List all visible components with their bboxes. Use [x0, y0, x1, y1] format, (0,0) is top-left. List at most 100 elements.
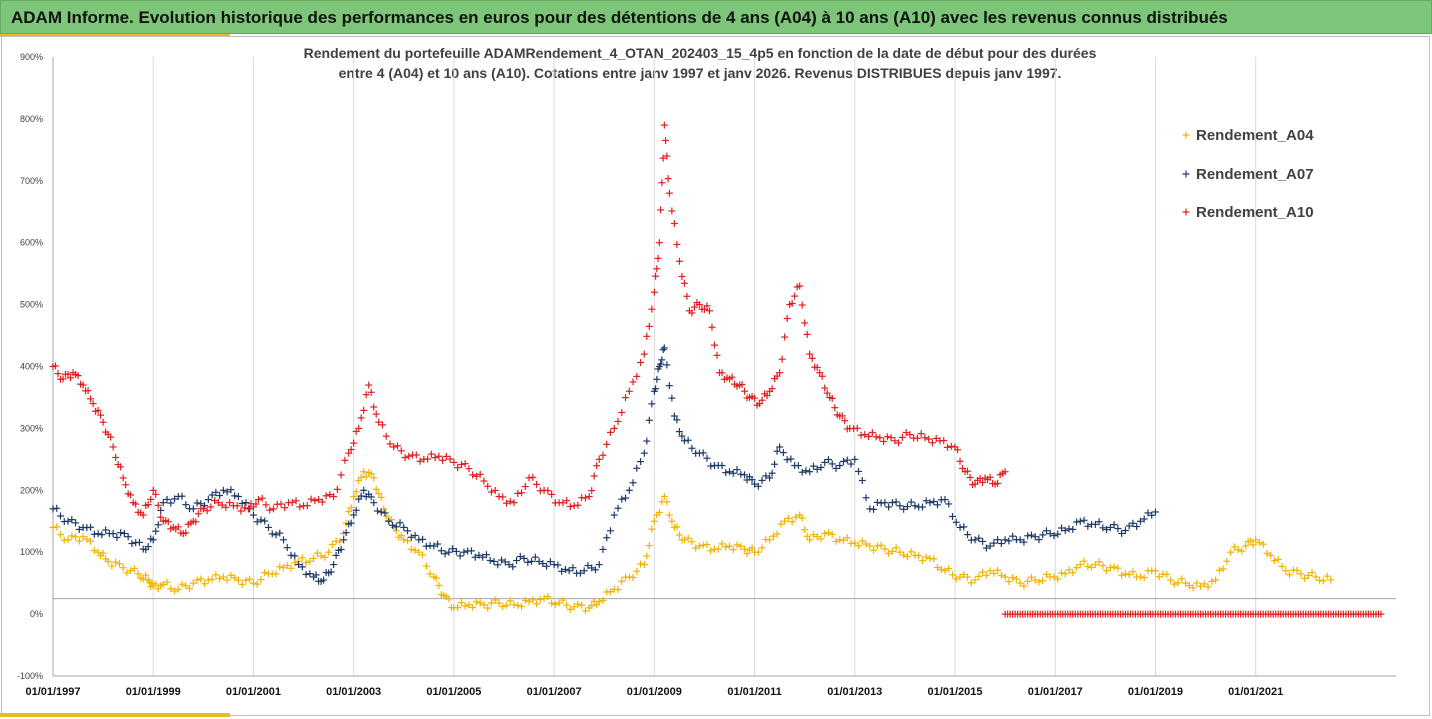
data-point	[370, 403, 378, 411]
data-point	[855, 467, 863, 475]
data-point	[1193, 579, 1201, 587]
data-point	[1005, 537, 1013, 545]
data-point	[1080, 557, 1088, 565]
data-point	[637, 560, 645, 568]
data-point	[663, 361, 671, 369]
data-point	[152, 580, 160, 588]
data-point	[197, 575, 205, 583]
data-point	[1031, 533, 1039, 541]
data-point	[1050, 532, 1058, 540]
data-point	[540, 595, 548, 603]
data-point	[430, 542, 438, 550]
data-point	[280, 536, 288, 544]
data-point	[1024, 577, 1032, 585]
data-point	[640, 449, 648, 457]
data-point	[257, 576, 265, 584]
data-point	[960, 571, 968, 579]
data-point	[1223, 557, 1231, 565]
data-point	[514, 489, 522, 497]
data-point	[1042, 527, 1050, 535]
data-point	[524, 558, 532, 566]
data-point	[885, 549, 893, 557]
data-point	[813, 465, 821, 473]
data-point	[487, 599, 495, 607]
data-point	[163, 578, 171, 586]
data-point	[325, 548, 333, 556]
data-point	[377, 508, 385, 516]
data-point	[648, 525, 656, 533]
data-point	[1039, 531, 1047, 539]
data-point	[333, 485, 341, 493]
data-point	[622, 494, 630, 502]
data-point	[201, 502, 209, 510]
data-point	[660, 121, 668, 129]
series-1	[49, 468, 1335, 615]
data-point	[127, 567, 135, 575]
data-point	[87, 537, 95, 545]
data-point	[238, 499, 246, 507]
data-point	[1219, 565, 1227, 573]
data-point	[427, 450, 435, 458]
data-point	[979, 537, 987, 545]
data-point	[59, 375, 67, 383]
data-point	[563, 497, 571, 505]
data-point	[130, 565, 138, 573]
data-point	[99, 418, 107, 426]
data-point	[182, 582, 190, 590]
data-point	[445, 548, 453, 556]
x-tick-label: 01/01/2007	[527, 686, 582, 698]
data-point	[1103, 567, 1111, 575]
data-point	[362, 473, 370, 481]
data-point	[518, 603, 526, 611]
data-point	[876, 434, 884, 442]
data-point	[287, 551, 295, 559]
data-point	[659, 154, 667, 162]
data-point	[1118, 571, 1126, 579]
data-point	[1121, 527, 1129, 535]
data-point	[662, 136, 670, 144]
data-point	[327, 568, 335, 576]
data-point	[57, 531, 65, 539]
data-point	[345, 449, 353, 457]
x-tick-label: 01/01/2015	[927, 686, 982, 698]
data-point	[529, 473, 537, 481]
legend-entry: Rendement_A07	[1182, 166, 1314, 183]
data-point	[883, 433, 891, 441]
data-point	[610, 424, 618, 432]
data-point	[521, 596, 529, 604]
data-point	[1136, 517, 1144, 525]
data-point	[633, 464, 641, 472]
data-point	[918, 557, 926, 565]
data-point	[139, 575, 147, 583]
data-point	[949, 571, 957, 579]
data-point	[614, 504, 622, 512]
data-point	[940, 437, 948, 445]
data-point	[1227, 548, 1235, 556]
chart-title: Rendement du portefeuille ADAMRendement_…	[200, 43, 1200, 83]
data-point	[823, 389, 831, 397]
legend-entry: Rendement_A10	[1182, 204, 1314, 221]
data-point	[291, 552, 299, 560]
data-point	[779, 449, 787, 457]
data-point	[1012, 575, 1020, 583]
data-point	[386, 440, 394, 448]
data-point	[378, 421, 386, 429]
data-point	[925, 435, 933, 443]
data-point	[956, 457, 964, 465]
data-point	[139, 511, 147, 519]
data-point	[643, 437, 651, 445]
data-point	[771, 460, 779, 468]
data-point	[74, 372, 82, 380]
data-point	[303, 502, 311, 510]
data-point	[1001, 536, 1009, 544]
y-tick-label: 600%	[20, 238, 43, 248]
data-point	[328, 541, 336, 549]
data-point	[554, 561, 562, 569]
data-point	[650, 517, 658, 525]
data-point	[663, 152, 671, 160]
data-point	[400, 536, 408, 544]
data-point	[167, 585, 175, 593]
data-point	[673, 416, 681, 424]
data-point	[222, 503, 230, 511]
data-point	[821, 384, 829, 392]
